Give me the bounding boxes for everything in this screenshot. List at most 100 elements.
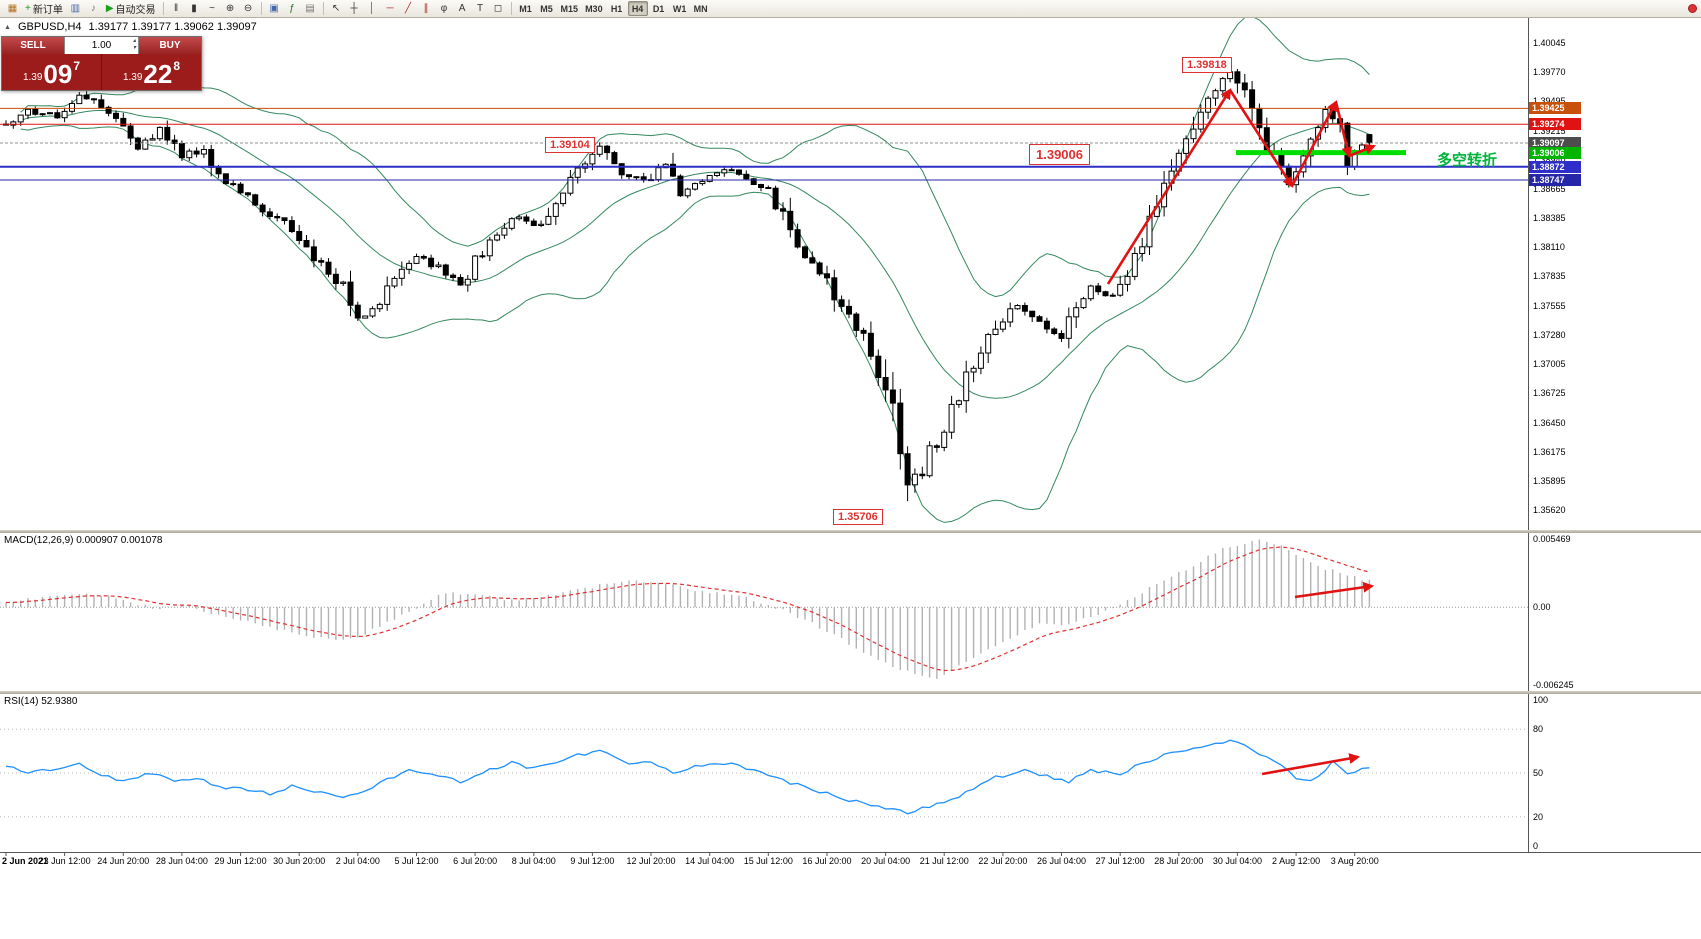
timeframe-mn-button[interactable]: MN: [693, 3, 708, 14]
time-tick-label[interactable]: 16 Jul 20:00: [802, 856, 852, 866]
bar-chart-button[interactable]: ‖: [168, 1, 185, 16]
macd-indicator-label: MACD(12,26,9) 0.000907 0.001078: [4, 535, 163, 546]
price-label-139818[interactable]: 1.39818: [1182, 57, 1232, 73]
price-tick: 1.35620: [1533, 505, 1566, 516]
time-tick-label[interactable]: 22 Jul 20:00: [978, 856, 1028, 866]
price-tick: 1.39215: [1533, 125, 1566, 136]
time-tick-label[interactable]: 20 Jul 04:00: [861, 856, 911, 866]
indicators-button[interactable]: ƒ: [284, 1, 301, 16]
sell-button[interactable]: SELL: [2, 37, 64, 54]
zoom-in-button[interactable]: ⊕: [222, 1, 239, 16]
crosshair-button[interactable]: ┼: [346, 1, 363, 16]
time-tick-label[interactable]: 29 Jun 12:00: [214, 856, 267, 866]
templates-icon: ▤: [305, 3, 315, 14]
sell-price[interactable]: 1.39 09 7: [2, 54, 101, 90]
time-tick-label[interactable]: 5 Jul 12:00: [394, 856, 439, 866]
price-tick: 1.37005: [1533, 358, 1566, 369]
price-label-139104[interactable]: 1.39104: [545, 137, 595, 153]
zoom-out-button[interactable]: ⊖: [240, 1, 257, 16]
bull-bear-turning-point-note[interactable]: 多空转折: [1437, 152, 1498, 169]
time-tick-label[interactable]: 3 Aug 20:00: [1330, 856, 1379, 866]
price-label-139006[interactable]: 1.39006: [1029, 144, 1090, 165]
lot-size-field[interactable]: 1.00 ▴ ▾: [64, 37, 139, 54]
timeframe-m15-button[interactable]: M15: [560, 3, 579, 14]
price-label-135706[interactable]: 1.35706: [833, 509, 883, 525]
vertical-line-button[interactable]: │: [364, 1, 381, 16]
price-tick: 1.36450: [1533, 417, 1566, 428]
fibonacci-button[interactable]: φ: [436, 1, 453, 16]
horizontal-line-button[interactable]: ─: [382, 1, 399, 16]
cursor-button[interactable]: ↖: [328, 1, 345, 16]
time-tick-label[interactable]: 30 Jun 20:00: [273, 856, 326, 866]
time-tick-label[interactable]: 30 Jul 04:00: [1212, 856, 1262, 866]
macd-scale-label: 0.00: [1533, 602, 1551, 613]
price-badge-139006: 1.39006: [1529, 146, 1581, 159]
time-tick-label[interactable]: 24 Jun 20:00: [97, 856, 150, 866]
time-tick-label[interactable]: 23 Jun 12:00: [38, 856, 91, 866]
alerts-icon: ♪: [90, 3, 96, 14]
tile-windows-button[interactable]: ▣: [266, 1, 283, 16]
macd-scale-label: 0.005469: [1533, 534, 1571, 544]
lot-spinner-up-icon[interactable]: ▴: [132, 38, 136, 44]
new-chart-button[interactable]: ▦: [4, 1, 21, 16]
lot-size-value: 1.00: [91, 40, 112, 51]
alerts-button[interactable]: ♪: [85, 1, 102, 16]
pane-splitter-macd[interactable]: [0, 530, 1701, 533]
vertical-line-icon: │: [368, 3, 376, 14]
timeframe-h1-button[interactable]: H1: [610, 3, 623, 14]
buy-price-pip: 8: [173, 59, 181, 73]
time-tick-label[interactable]: 8 Jul 04:00: [511, 856, 556, 866]
time-tick-label[interactable]: 2 Jun 2021: [2, 856, 49, 866]
buy-price[interactable]: 1.39 22 8: [101, 54, 201, 90]
pane-splitter-rsi[interactable]: [0, 691, 1701, 694]
collapse-arrow-icon[interactable]: ▲: [4, 23, 11, 31]
channel-button[interactable]: ∥: [418, 1, 435, 16]
time-tick-label[interactable]: 28 Jun 04:00: [155, 856, 208, 866]
tile-windows-icon: ▣: [269, 3, 279, 14]
timeframe-w1-button[interactable]: W1: [672, 3, 687, 14]
timeframe-m5-button[interactable]: M5: [540, 3, 553, 14]
toolbar-separator: [322, 2, 324, 15]
time-tick-label[interactable]: 12 Jul 20:00: [626, 856, 676, 866]
fibonacci-icon: φ: [440, 3, 448, 14]
label-button[interactable]: T: [472, 1, 489, 16]
time-tick-label[interactable]: 2 Jul 04:00: [335, 856, 380, 866]
time-tick-label[interactable]: 15 Jul 12:00: [743, 856, 793, 866]
label-icon: T: [476, 3, 484, 14]
channel-icon: ∥: [423, 3, 429, 14]
lot-spinner-down-icon[interactable]: ▾: [132, 45, 136, 51]
text-button[interactable]: A: [454, 1, 471, 16]
price-tick: 1.36175: [1533, 446, 1566, 457]
time-tick-label[interactable]: 26 Jul 04:00: [1036, 856, 1087, 866]
buy-button[interactable]: BUY: [139, 37, 201, 54]
time-tick-label[interactable]: 2 Aug 12:00: [1272, 856, 1321, 866]
autotrade-button[interactable]: ▶ 自动交易: [103, 1, 159, 16]
timeframe-m1-button[interactable]: M1: [519, 3, 532, 14]
symbol-period-label: GBPUSD,H4: [17, 21, 82, 33]
horizontal-line-icon: ─: [386, 3, 394, 14]
chart-plot-area[interactable]: [0, 18, 1701, 939]
new-order-button-label: 新订单: [32, 5, 63, 16]
cursor-icon: ↖: [331, 3, 341, 14]
shapes-button[interactable]: ◻: [490, 1, 507, 16]
price-tick: 1.38385: [1533, 213, 1566, 224]
time-tick-label[interactable]: 9 Jul 12:00: [570, 856, 615, 866]
time-tick-label[interactable]: 14 Jul 04:00: [685, 856, 735, 866]
time-tick-label[interactable]: 28 Jul 20:00: [1154, 856, 1204, 866]
line-chart-button[interactable]: ~: [204, 1, 221, 16]
time-tick-label[interactable]: 27 Jul 12:00: [1095, 856, 1145, 866]
price-tick: 1.38665: [1533, 183, 1566, 194]
indicators-icon: ƒ: [289, 3, 295, 14]
timeframe-h4-button[interactable]: H4: [627, 1, 648, 16]
lot-spinner[interactable]: ▴ ▾: [133, 38, 136, 52]
time-tick-label[interactable]: 21 Jul 12:00: [919, 856, 969, 866]
templates-button[interactable]: ▤: [302, 1, 319, 16]
timeframe-m30-button[interactable]: M30: [585, 3, 603, 14]
price-badge-138747: 1.38747: [1529, 173, 1581, 186]
new-order-button[interactable]: + 新订单: [22, 1, 66, 16]
candlestick-chart-button[interactable]: ▮: [186, 1, 203, 16]
chart-profiles-button[interactable]: ▥: [67, 1, 84, 16]
timeframe-d1-button[interactable]: D1: [652, 3, 665, 14]
time-tick-label[interactable]: 6 Jul 20:00: [453, 856, 498, 866]
trendline-button[interactable]: ╱: [400, 1, 417, 16]
